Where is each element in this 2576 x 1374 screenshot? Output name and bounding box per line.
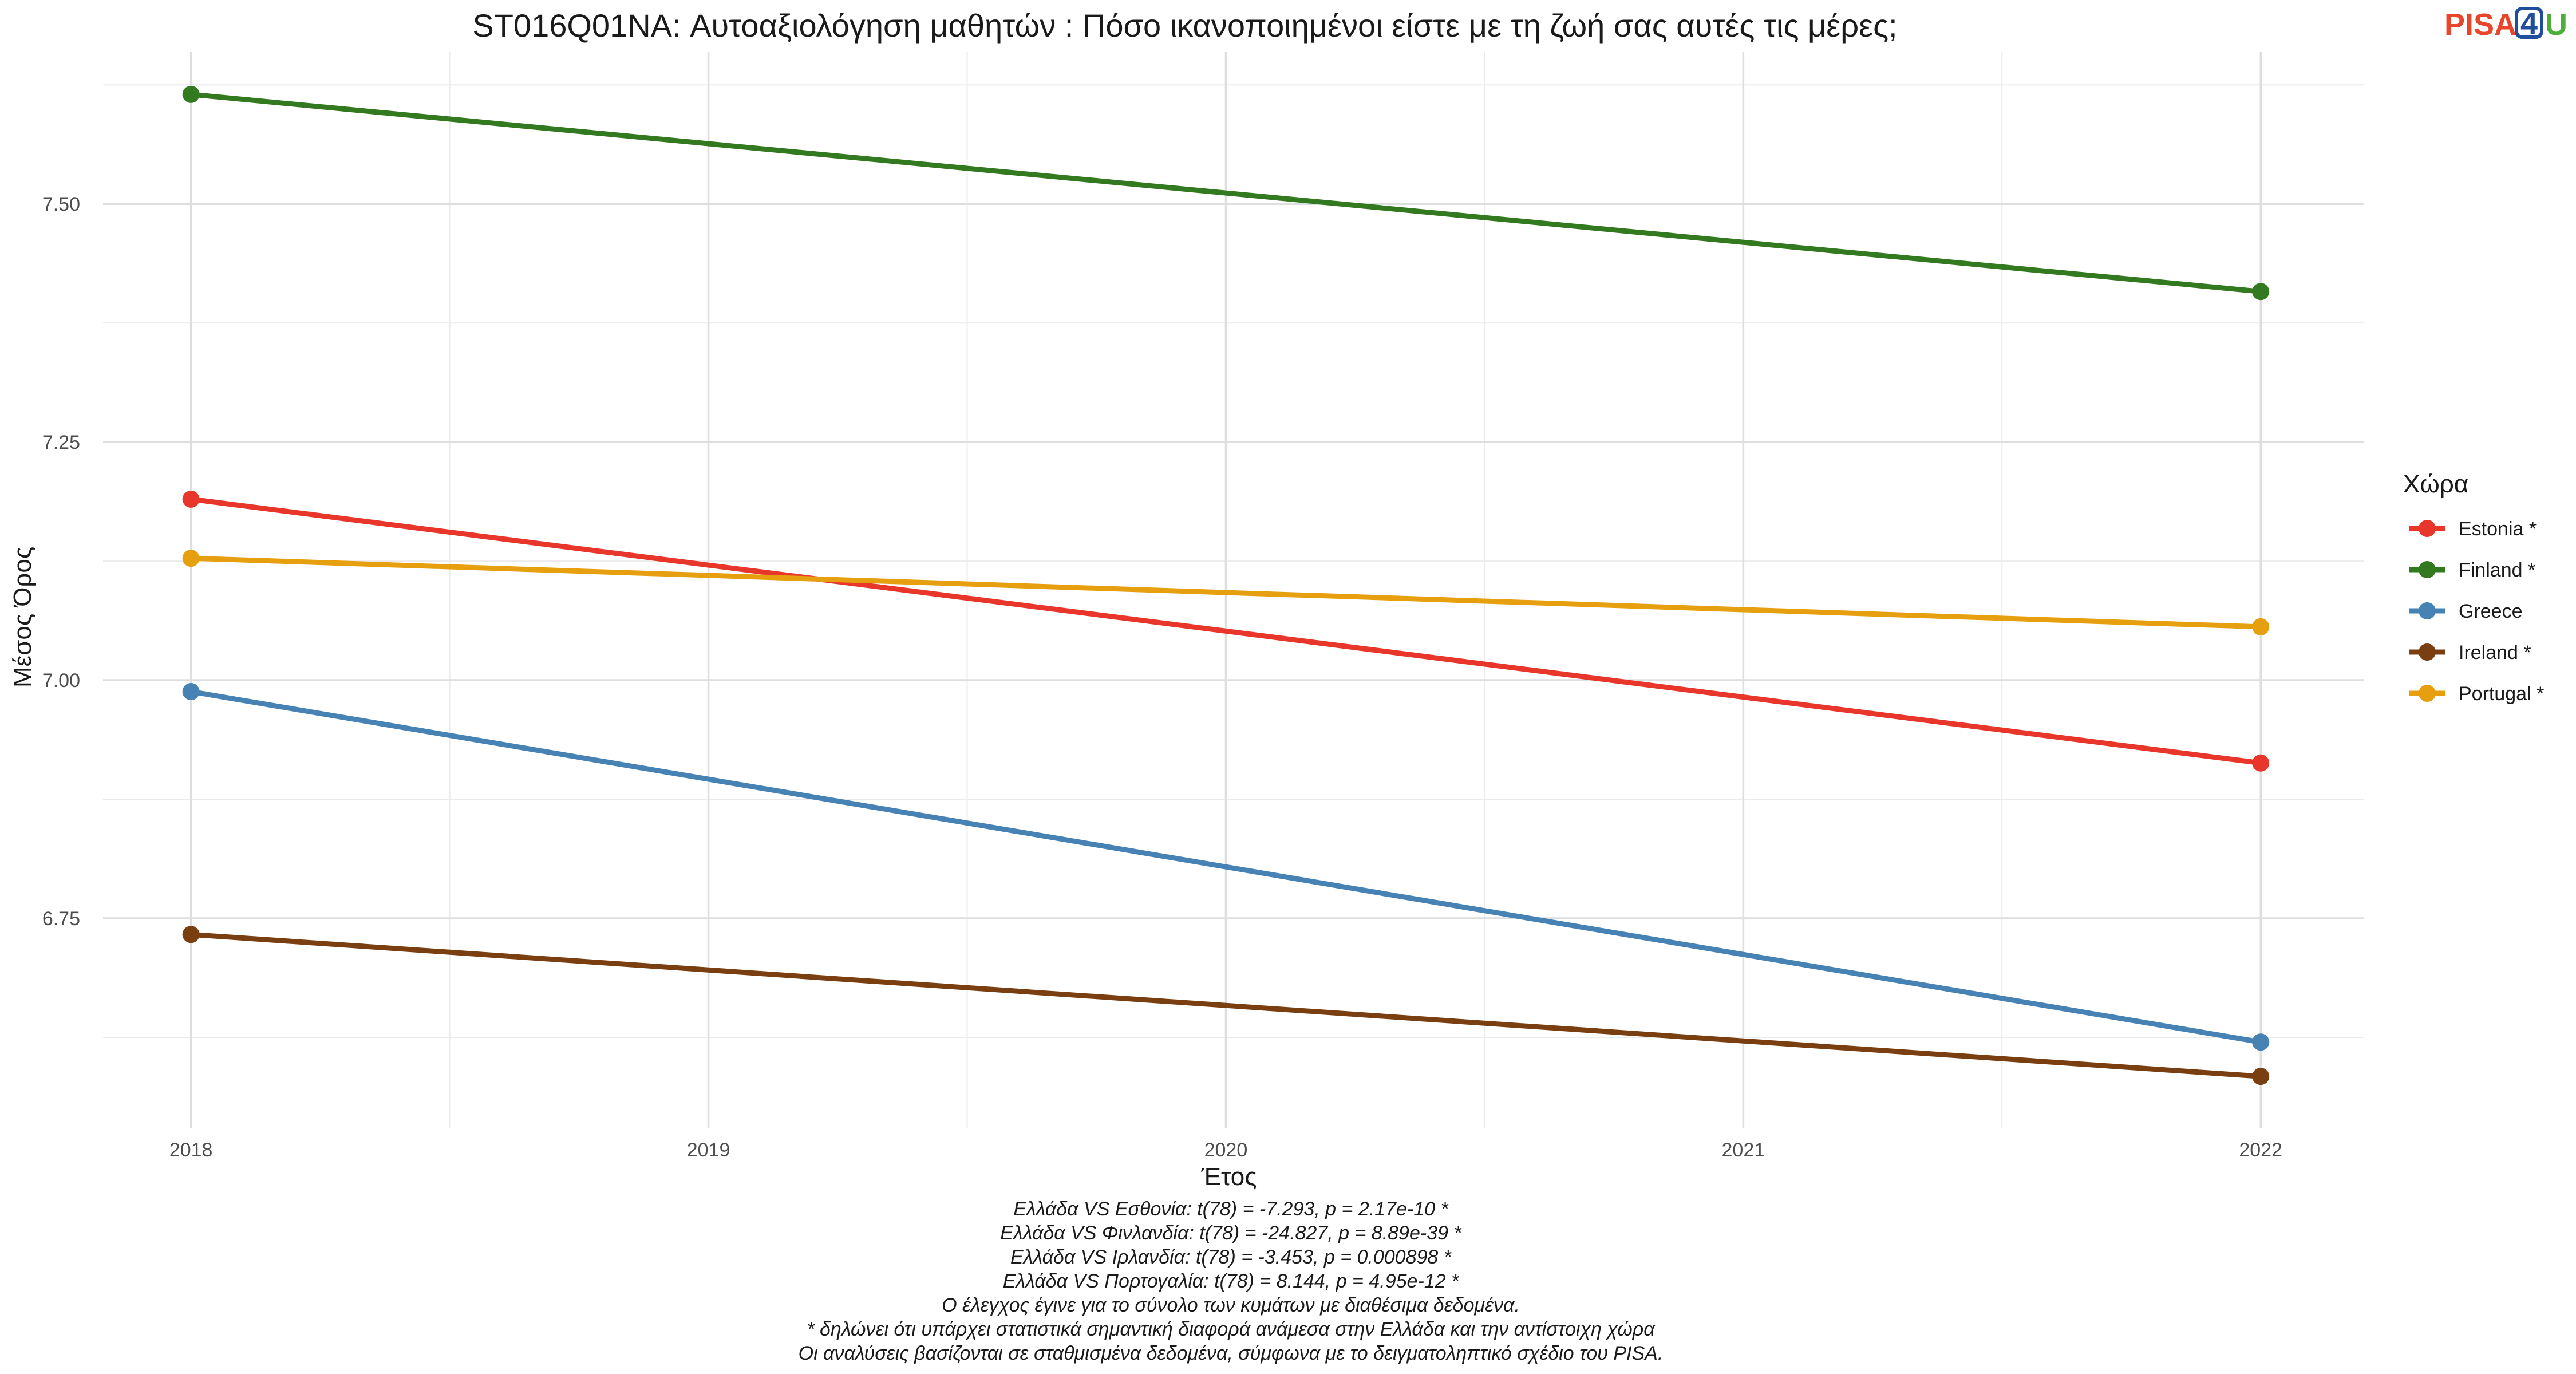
- caption: Ελλάδα VS Εσθονία: t(78) = -7.293, p = 2…: [799, 1198, 1664, 1364]
- legend-item-finland: Finland *: [2409, 559, 2535, 581]
- series-line-finland: [191, 92, 2261, 294]
- x-tick-label: 2018: [169, 1139, 213, 1161]
- y-tick-label: 7.50: [42, 194, 80, 215]
- logo-four-box: [2515, 7, 2543, 39]
- series-line-ireland: [191, 931, 2261, 1079]
- legend-label: Greece: [2459, 601, 2523, 622]
- legend-title: Χώρα: [2403, 470, 2468, 498]
- pisa4u-logo: PISA 4 U: [2444, 6, 2567, 42]
- caption-line: Ελλάδα VS Ιρλανδία: t(78) = -3.453, p = …: [1010, 1246, 1452, 1268]
- y-tick-label: 7.00: [42, 670, 80, 692]
- grid: [103, 52, 2364, 1128]
- x-tick-label: 2022: [2239, 1139, 2282, 1161]
- data-point-greece: [2252, 1033, 2270, 1051]
- x-axis-title: Έτος: [1201, 1163, 1257, 1191]
- logo-text-pisa: PISA: [2444, 7, 2516, 42]
- legend-key-point: [2419, 520, 2436, 537]
- series-line-greece: [190, 689, 2261, 1045]
- series-line-portugal: [191, 555, 2261, 630]
- legend-key-point: [2419, 561, 2436, 578]
- data-point-portugal: [2252, 618, 2270, 635]
- legend-label: Portugal *: [2459, 683, 2544, 705]
- caption-line: * δηλώνει ότι υπάρχει στατιστικά σημαντι…: [807, 1318, 1656, 1340]
- axes: 6.75 7.00 7.25 7.50 2018 2019 2020 2021 2022: [42, 194, 2282, 1161]
- logo-text-u: U: [2545, 7, 2567, 42]
- y-tick-label: 7.25: [42, 432, 80, 453]
- x-tick-label: 2019: [687, 1139, 730, 1161]
- data-point-ireland: [182, 926, 200, 943]
- data-point-portugal: [182, 550, 200, 567]
- series-lines: [190, 92, 2261, 1079]
- legend-item-ireland: Ireland *: [2409, 642, 2531, 664]
- caption-line: Ο έλεγχος έγινε για το σύνολο των κυμάτω…: [942, 1294, 1520, 1316]
- caption-line: Ελλάδα VS Πορτογαλία: t(78) = 8.144, p =…: [1003, 1270, 1460, 1292]
- legend-key-point: [2419, 643, 2436, 661]
- x-tick-label: 2021: [1722, 1139, 1765, 1161]
- legend-key-point: [2419, 602, 2436, 619]
- caption-line: Ελλάδα VS Φινλανδία: t(78) = -24.827, p …: [1000, 1222, 1462, 1244]
- legend-item-portugal: Portugal *: [2409, 683, 2544, 705]
- chart-title: ST016Q01NA: Αυτοαξιολόγηση μαθητών : Πόσ…: [472, 7, 1897, 44]
- data-point-finland: [2252, 283, 2270, 301]
- caption-line: Οι αναλύσεις βασίζονται σε σταθμισμένα δ…: [799, 1343, 1664, 1364]
- y-tick-label: 6.75: [42, 908, 80, 930]
- legend: Χώρα Estonia * Finland * Greece Ireland * Po…: [2403, 470, 2544, 705]
- x-tick-label: 2020: [1204, 1139, 1248, 1161]
- data-point-estonia: [182, 490, 200, 508]
- legend-key-point: [2419, 685, 2436, 702]
- legend-item-greece: Greece: [2409, 601, 2523, 622]
- y-axis-title: Μέσος Όρος: [9, 547, 37, 688]
- legend-label: Estonia *: [2459, 518, 2537, 540]
- caption-line: Ελλάδα VS Εσθονία: t(78) = -7.293, p = 2…: [1013, 1198, 1449, 1220]
- legend-label: Finland *: [2459, 559, 2535, 581]
- legend-item-estonia: Estonia *: [2409, 518, 2537, 540]
- data-point-estonia: [2252, 754, 2270, 772]
- logo-text-four: 4: [2520, 6, 2538, 41]
- data-point-greece: [182, 683, 200, 701]
- series-line-estonia: [191, 496, 2261, 766]
- series-points: [182, 85, 2270, 1085]
- data-point-ireland: [2252, 1068, 2270, 1085]
- legend-label: Ireland *: [2459, 642, 2531, 664]
- data-point-finland: [182, 85, 200, 103]
